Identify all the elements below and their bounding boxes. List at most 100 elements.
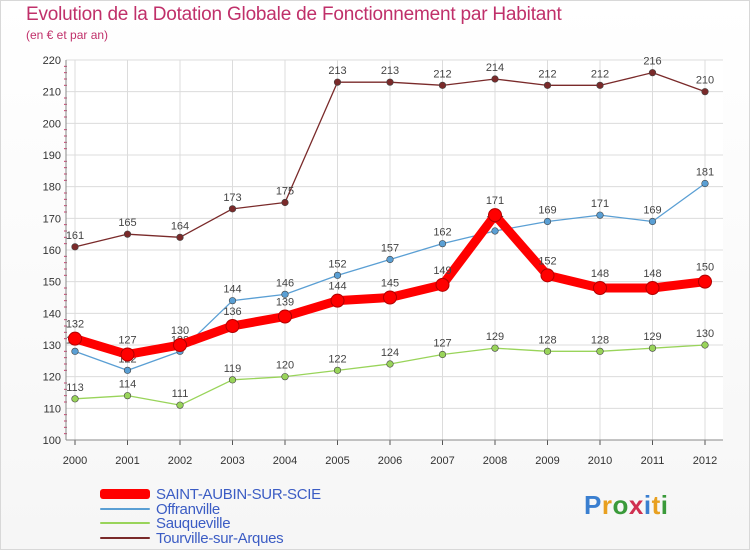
- data-label: 114: [119, 379, 137, 391]
- y-tick-label: 150: [43, 277, 61, 289]
- x-tick-label: 2002: [168, 455, 192, 467]
- data-label: 148: [591, 268, 609, 280]
- data-point: [176, 401, 184, 409]
- data-label: 181: [696, 167, 714, 179]
- data-point: [491, 227, 499, 235]
- data-label: 161: [66, 230, 84, 242]
- data-label: 145: [381, 278, 399, 290]
- y-tick-label: 140: [43, 308, 61, 320]
- data-label: 130: [696, 328, 714, 340]
- x-tick-label: 2001: [115, 455, 139, 467]
- logo-letter: i: [643, 490, 652, 520]
- legend-swatch: [100, 508, 150, 510]
- data-point: [330, 293, 345, 308]
- data-point: [120, 347, 135, 362]
- series-sauqueville: 113 114 111 119 120 122 124 127 129 128 128 129 130: [66, 328, 714, 409]
- data-point: [701, 341, 709, 349]
- data-label: 124: [381, 347, 399, 359]
- series-tourville-sur-arques: 161 165 164 173 175 213 213 212 214 212 212 216 210: [66, 56, 714, 251]
- data-label: 165: [118, 217, 136, 229]
- y-tick-label: 100: [43, 435, 61, 447]
- data-point: [648, 217, 657, 226]
- x-tick-label: 2006: [378, 455, 402, 467]
- data-point: [648, 344, 657, 352]
- data-point: [596, 347, 604, 355]
- data-point: [228, 297, 237, 305]
- data-label: 144: [223, 284, 241, 296]
- x-tick-label: 2009: [535, 455, 559, 467]
- data-label: 169: [538, 205, 556, 217]
- data-label: 127: [433, 338, 451, 350]
- legend-label: Tourville-sur-Arques: [156, 529, 284, 547]
- data-label: 152: [328, 258, 346, 270]
- data-point: [228, 376, 237, 384]
- x-tick-label: 2010: [588, 455, 612, 467]
- x-tick-label: 2005: [325, 455, 349, 467]
- data-point: [593, 281, 607, 295]
- data-label: 169: [643, 205, 661, 217]
- data-point: [648, 69, 657, 77]
- data-label: 122: [328, 353, 346, 365]
- x-tick-label: 2008: [483, 455, 507, 467]
- data-label: 139: [276, 297, 294, 309]
- legend-label: Offranville: [156, 500, 220, 518]
- legend-swatch: [100, 489, 150, 499]
- legend-swatch: [100, 537, 150, 539]
- data-point: [71, 395, 79, 403]
- x-tick-label: 2011: [641, 455, 665, 467]
- data-point: [281, 373, 289, 381]
- data-point: [225, 319, 240, 333]
- chart-subtitle: (en € et par an): [26, 28, 109, 42]
- y-tick-label: 190: [43, 150, 61, 162]
- data-label: 173: [223, 192, 241, 204]
- y-tick-label: 210: [43, 87, 61, 99]
- data-label: 132: [66, 319, 84, 331]
- y-tick-label: 160: [43, 245, 61, 257]
- data-point: [386, 255, 394, 264]
- x-tick-label: 2007: [430, 455, 454, 467]
- logo-letter: x: [628, 490, 644, 520]
- x-tick-label: 2003: [220, 455, 244, 467]
- data-point: [701, 179, 709, 188]
- data-label: 130: [171, 325, 189, 337]
- data-point: [491, 75, 499, 83]
- data-point: [281, 290, 289, 298]
- data-point: [383, 290, 397, 305]
- legend-label: SAINT-AUBIN-SUR-SCIE: [156, 485, 321, 503]
- data-point: [173, 338, 187, 352]
- y-tick-label: 170: [43, 213, 61, 225]
- data-label: 152: [538, 255, 556, 267]
- data-label: 216: [643, 56, 661, 68]
- data-label: 212: [538, 68, 556, 80]
- data-point: [333, 271, 342, 279]
- data-point: [543, 217, 552, 226]
- y-tick-label: 220: [43, 55, 61, 67]
- data-label: 111: [172, 388, 189, 400]
- y-tick-label: 200: [43, 118, 61, 130]
- data-point: [645, 281, 660, 295]
- data-point: [701, 88, 709, 96]
- data-point: [281, 198, 289, 207]
- data-label: 175: [276, 186, 294, 198]
- data-label: 119: [224, 363, 242, 375]
- data-label: 136: [223, 306, 241, 318]
- data-label: 128: [538, 334, 556, 346]
- x-tick-label: 2004: [273, 455, 297, 467]
- data-point: [698, 274, 712, 289]
- data-point: [596, 211, 604, 219]
- data-point: [596, 81, 604, 89]
- legend-item: Sauqueville: [100, 515, 231, 532]
- data-label: 148: [643, 268, 661, 280]
- data-point: [438, 240, 447, 248]
- data-point: [333, 366, 342, 374]
- data-label: 150: [696, 262, 714, 274]
- data-label: 213: [381, 65, 399, 77]
- data-point: [543, 347, 552, 355]
- data-point: [435, 277, 450, 292]
- legend-item: Offranville: [100, 500, 220, 518]
- legend-item: Tourville-sur-Arques: [100, 529, 284, 547]
- data-label: 129: [643, 331, 661, 343]
- data-label: 127: [118, 335, 136, 347]
- x-tick-label: 2000: [63, 455, 87, 467]
- data-point: [333, 78, 342, 86]
